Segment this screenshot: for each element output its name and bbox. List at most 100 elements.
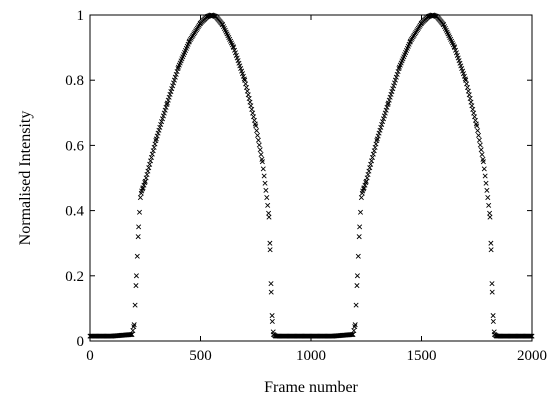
data-point xyxy=(265,202,271,208)
data-point xyxy=(489,281,495,287)
data-point xyxy=(391,83,397,89)
data-point xyxy=(161,110,167,116)
data-point xyxy=(129,331,135,337)
data-point xyxy=(357,224,363,230)
data-point xyxy=(490,318,496,324)
data-point xyxy=(251,117,257,123)
y-tick-label: 1 xyxy=(77,8,85,24)
data-point xyxy=(155,130,161,136)
data-point xyxy=(475,132,482,138)
data-point xyxy=(381,113,387,119)
data-point xyxy=(159,116,166,122)
data-point xyxy=(462,76,468,82)
data-point xyxy=(384,104,390,110)
data-point xyxy=(394,71,400,77)
data-point xyxy=(168,89,174,95)
data-point xyxy=(385,100,391,106)
data-point xyxy=(255,137,261,143)
data-point xyxy=(380,119,386,125)
data-point xyxy=(171,77,177,83)
data-point xyxy=(175,66,181,72)
data-point xyxy=(245,92,251,98)
data-point xyxy=(476,137,482,143)
data-point xyxy=(268,281,274,287)
data-point xyxy=(131,322,137,328)
data-point xyxy=(489,289,495,295)
data-point xyxy=(469,103,475,109)
data-point xyxy=(241,76,247,82)
data-point xyxy=(466,92,472,98)
data-point xyxy=(472,117,478,123)
data-point xyxy=(173,71,179,77)
data-point xyxy=(266,214,272,220)
data-point xyxy=(253,123,259,129)
data-point xyxy=(262,180,268,186)
data-point xyxy=(258,152,264,158)
data-point xyxy=(243,81,249,87)
data-point xyxy=(249,106,255,112)
data-point xyxy=(128,332,134,338)
data-point xyxy=(478,147,484,153)
data-point xyxy=(172,74,178,80)
data-point xyxy=(392,80,398,86)
data-point xyxy=(259,159,265,165)
data-point xyxy=(165,97,171,103)
data-point xyxy=(170,83,176,89)
data-point xyxy=(132,302,138,308)
data-point xyxy=(487,214,493,220)
data-point xyxy=(390,86,396,92)
data-point xyxy=(378,124,384,130)
data-point xyxy=(376,130,382,136)
data-point xyxy=(251,114,257,120)
data-point xyxy=(244,88,250,94)
data-point xyxy=(256,142,262,148)
data-point xyxy=(374,136,380,142)
data-point xyxy=(153,138,159,144)
data-point xyxy=(468,99,474,105)
data-point xyxy=(482,173,488,179)
data-point xyxy=(357,209,364,215)
data-point xyxy=(396,66,402,72)
data-point xyxy=(250,110,256,116)
data-point xyxy=(350,331,356,337)
data-point xyxy=(247,99,253,105)
data-point xyxy=(163,104,169,110)
data-point xyxy=(156,127,162,133)
data-point xyxy=(248,103,254,109)
data-point xyxy=(134,253,140,259)
data-point xyxy=(355,253,361,259)
data-point xyxy=(169,86,175,92)
data-point xyxy=(486,202,492,208)
data-point xyxy=(267,247,273,253)
data-point xyxy=(465,88,471,94)
data-point xyxy=(159,119,165,125)
y-tick-label: 0.2 xyxy=(65,269,84,285)
x-tick-label: 500 xyxy=(189,348,212,364)
y-tick-label: 0.8 xyxy=(65,73,84,89)
data-point xyxy=(383,107,389,113)
data-point xyxy=(479,152,485,158)
data-point xyxy=(166,94,172,100)
data-point xyxy=(464,81,470,87)
data-point xyxy=(263,187,269,193)
y-tick-label: 0.4 xyxy=(65,204,84,220)
data-point xyxy=(358,195,364,201)
x-tick-label: 1000 xyxy=(296,348,326,364)
data-point xyxy=(380,116,387,122)
data-point xyxy=(354,283,360,289)
data-point xyxy=(389,89,395,95)
data-point xyxy=(353,302,359,308)
data-point xyxy=(164,101,170,107)
data-point xyxy=(257,147,263,153)
data-point xyxy=(252,121,258,127)
y-axis-label: Normalised Intensity xyxy=(17,111,34,246)
x-tick-label: 1500 xyxy=(407,348,437,364)
data-point xyxy=(480,159,486,165)
data-point xyxy=(352,322,358,328)
data-point xyxy=(387,94,393,100)
x-tick-label: 0 xyxy=(86,348,94,364)
data-point xyxy=(246,95,252,101)
series-markers xyxy=(87,12,535,339)
data-point xyxy=(490,313,496,319)
data-point xyxy=(153,136,159,142)
